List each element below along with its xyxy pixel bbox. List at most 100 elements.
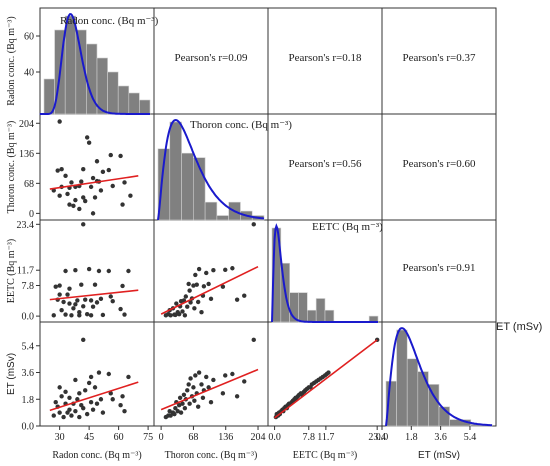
scatter-point-r3-c0 <box>53 400 58 405</box>
x-tick-label-radon: 45 <box>84 432 94 443</box>
scatter-point-r2-c0 <box>65 292 70 297</box>
x-tick-label-thoron: 204 <box>251 432 266 443</box>
histogram-bar-eetc <box>298 292 308 323</box>
x-tick-label-thoron: 68 <box>188 432 198 443</box>
scatter-point-r3-c1 <box>188 376 193 381</box>
scatter-point-r2-c0 <box>122 312 127 317</box>
y-tick-label-thoron: 68 <box>24 179 34 190</box>
scatter-point-r2-c0 <box>61 299 66 305</box>
scatter-point-r2-c1 <box>168 313 173 318</box>
scatter-point-r3-c0 <box>94 401 100 406</box>
y-axis-label-radon: Radon conc. (Bq m⁻³) <box>6 16 17 105</box>
scatter-point-r3-c1 <box>208 400 214 405</box>
scatter-point-r3-c0 <box>118 403 123 408</box>
scatter-point-r3-c1 <box>187 401 192 406</box>
histogram-bar-radon <box>128 92 140 115</box>
trend-line-r1-c0 <box>49 175 139 190</box>
pearson-label-r1-c3: Pearson's r=0.60 <box>403 158 476 170</box>
scatter-point-r3-c1 <box>180 401 185 406</box>
scatter-point-r2-c1 <box>196 266 202 272</box>
scatter-point-r2-c0 <box>77 313 82 318</box>
histogram-bar-eetc <box>315 298 326 323</box>
scatter-point-r3-c1 <box>223 373 228 378</box>
scatter-point-r3-c1 <box>196 370 202 375</box>
scatter-point-r1-c0 <box>55 168 60 173</box>
scatter-point-r2-c1 <box>192 306 197 311</box>
x-tick-label-thoron: 136 <box>218 432 233 443</box>
scatter-point-r2-c1 <box>206 281 211 287</box>
scatter-point-r3-c1 <box>192 398 197 403</box>
scatter-point-r3-c0 <box>92 385 98 390</box>
x-tick-label-eetc: 0.0 <box>268 432 281 443</box>
scatter-point-r2-c0 <box>57 283 62 288</box>
scatter-point-r2-c0 <box>57 292 62 297</box>
scatter-point-r2-c0 <box>77 309 82 315</box>
scatter-point-r2-c1 <box>176 311 182 317</box>
x-tick-label-et: 5.4 <box>464 432 477 443</box>
scatter-point-r2-c0 <box>94 300 100 305</box>
scatter-point-r2-c1 <box>208 296 214 302</box>
scatter-point-r2-c0 <box>71 306 76 311</box>
scatter-point-r1-c0 <box>90 211 96 216</box>
scatter-point-r2-c1 <box>183 294 189 299</box>
y-tick-label-eetc: 23.4 <box>17 220 35 231</box>
scatter-point-r3-c1 <box>186 382 191 387</box>
scatter-point-r1-c0 <box>83 198 88 204</box>
scatter-point-r3-c0 <box>59 394 64 399</box>
scatter-point-r1-c0 <box>118 153 123 159</box>
scatter-point-r2-c0 <box>67 286 72 291</box>
scatter-point-r3-c0 <box>63 389 68 395</box>
y-tick-label-thoron: 204 <box>19 119 34 130</box>
histogram-bar-eetc <box>307 309 317 323</box>
histogram-bar-et <box>438 406 450 427</box>
scatter-point-r3-c0 <box>100 410 106 415</box>
scatter-point-r1-c0 <box>110 183 115 189</box>
scatter-point-r2-c0 <box>100 312 106 318</box>
scatter-point-r1-c0 <box>67 202 72 207</box>
scatter-point-r3-c0 <box>98 397 104 402</box>
trend-line-r3-c2 <box>274 339 378 419</box>
scatter-point-r1-c0 <box>98 188 104 193</box>
scatter-point-r2-c0 <box>110 299 115 304</box>
scatter-point-r1-c0 <box>92 195 98 200</box>
scatter-point-r2-c1 <box>193 272 198 278</box>
y-tick-label-thoron: 136 <box>19 149 34 160</box>
scatter-point-r3-c0 <box>83 388 88 393</box>
scatter-point-r2-c0 <box>83 297 88 302</box>
scatter-point-r3-c0 <box>88 400 94 405</box>
scatter-point-r3-c1 <box>204 374 209 380</box>
scatter-point-r3-c1 <box>199 382 204 387</box>
scatter-point-r1-c0 <box>57 193 62 198</box>
scatter-point-r2-c0 <box>98 296 104 302</box>
diagonal-title-et: ET (mSv) <box>496 321 542 333</box>
y-axis-label-et: ET (mSv) <box>6 353 17 395</box>
panel-frame-r1-c0 <box>39 113 155 221</box>
scatter-point-r1-c0 <box>86 140 92 145</box>
diagonal-title-thoron: Thoron conc. (Bq m⁻³) <box>190 119 292 131</box>
trend-line-r3-c1 <box>160 368 259 411</box>
x-tick-label-thoron: 0 <box>159 432 164 443</box>
scatter-point-r3-c0 <box>108 391 113 396</box>
x-tick-label-et: 3.6 <box>434 432 447 443</box>
scatter-point-r2-c0 <box>86 266 92 272</box>
scatter-point-r1-c0 <box>57 119 62 124</box>
scatter-point-r2-c0 <box>106 268 111 274</box>
y-tick-label-eetc: 11.7 <box>17 266 34 277</box>
scatter-point-r2-c0 <box>96 268 102 274</box>
scatter-point-r2-c1 <box>191 283 196 288</box>
y-axis-label-eetc: EETC (Bq m⁻³) <box>6 239 17 303</box>
y-tick-label-radon: 60 <box>24 32 34 43</box>
scatter-point-r2-c1 <box>234 297 240 302</box>
pearson-label-r0-c2: Pearson's r=0.18 <box>289 52 362 64</box>
scatter-point-r2-c0 <box>90 304 96 309</box>
scatter-point-r2-c0 <box>51 313 56 318</box>
density-curve-radon <box>39 13 150 115</box>
panel-frame-r3-c0 <box>39 321 155 427</box>
scatter-point-r3-c0 <box>67 395 72 400</box>
scatter-point-r2-c1 <box>186 281 191 287</box>
x-tick-label-eetc: 23.4 <box>368 432 386 443</box>
scatter-point-r3-c1 <box>173 405 178 411</box>
scatter-point-r3-c1 <box>176 403 182 408</box>
scatter-point-r2-c0 <box>120 283 125 289</box>
scatter-point-r2-c0 <box>63 268 68 274</box>
